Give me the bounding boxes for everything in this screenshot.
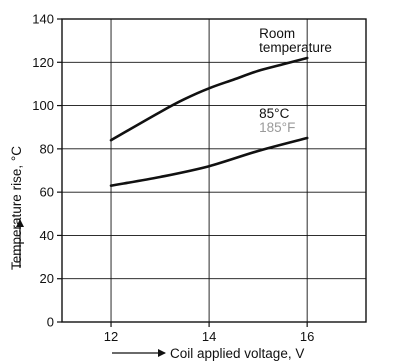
y-tick-label: 20 xyxy=(40,271,54,286)
y-tick-label: 0 xyxy=(47,315,54,330)
x-tick-label: 12 xyxy=(104,329,118,344)
x-axis-label: Coil applied voltage, V xyxy=(170,346,304,361)
y-axis-label: Temperature rise, °C xyxy=(9,146,24,270)
y-tick-label: 120 xyxy=(32,55,54,70)
series-line-1 xyxy=(109,56,309,142)
x-tick-label: 16 xyxy=(300,329,314,344)
x-tick-label: 14 xyxy=(202,329,216,344)
plot-frame xyxy=(61,18,367,323)
series-1-label-line: temperature xyxy=(259,40,332,55)
grid xyxy=(62,19,366,322)
axis-ticks: 12 14 16 0 20 40 60 80 100 120 140 xyxy=(32,12,314,345)
y-tick-label: 140 xyxy=(32,12,54,27)
series-lines xyxy=(109,56,309,187)
series-line-2 xyxy=(109,136,309,187)
series-2-label-line: 185°F xyxy=(259,120,295,135)
y-tick-label: 60 xyxy=(40,185,54,200)
y-tick-label: 100 xyxy=(32,98,54,113)
series-1-label-line: Room xyxy=(259,26,295,41)
series-2-label-line: 85°C xyxy=(259,106,289,121)
y-tick-label: 80 xyxy=(40,141,54,156)
y-tick-label: 40 xyxy=(40,228,54,243)
